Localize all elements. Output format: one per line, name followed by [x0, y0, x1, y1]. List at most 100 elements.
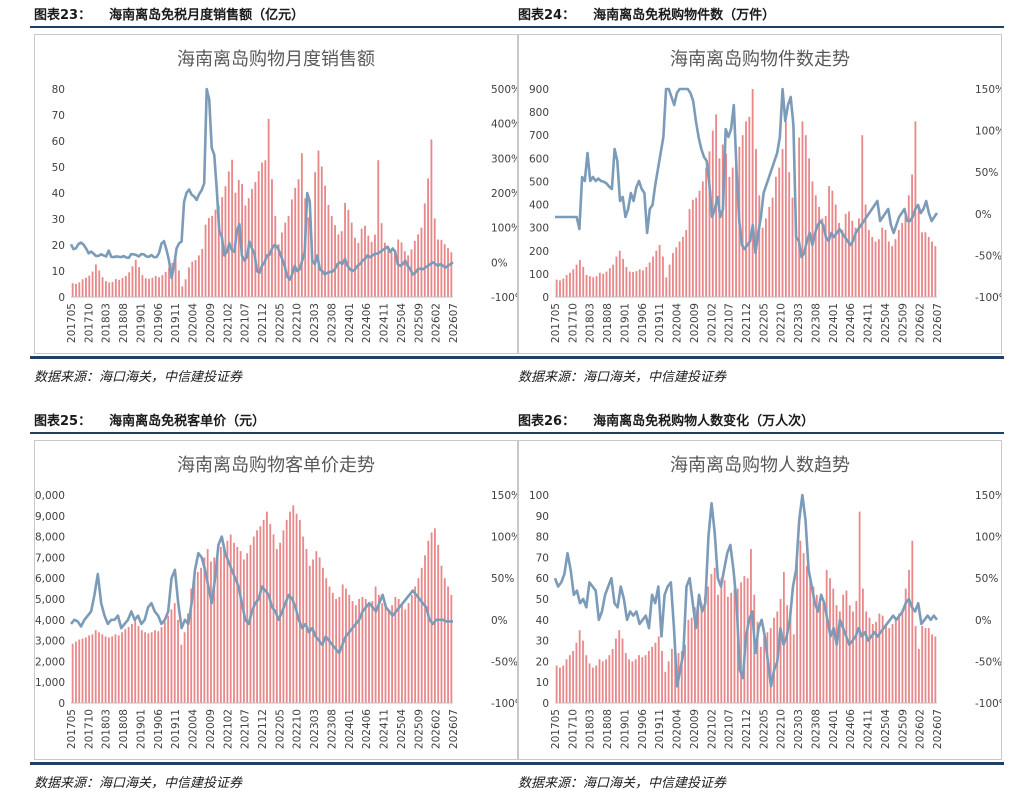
x-tick-label: 202411	[379, 709, 391, 749]
bar	[697, 603, 700, 703]
bar	[450, 252, 453, 297]
bar	[383, 242, 386, 297]
y-tick-label: 100	[529, 269, 549, 281]
bar	[121, 632, 123, 703]
bar	[743, 576, 746, 703]
bar	[595, 665, 598, 703]
bar	[835, 605, 838, 703]
bar	[921, 626, 924, 703]
bar	[134, 619, 137, 703]
bar	[131, 266, 134, 297]
x-tick-label: 202205	[274, 709, 286, 749]
bar	[789, 617, 792, 703]
bar	[831, 190, 834, 297]
bar	[140, 630, 143, 703]
bar	[170, 609, 173, 703]
bar	[662, 256, 664, 297]
bar	[173, 603, 176, 703]
bar	[588, 276, 591, 297]
bar	[687, 619, 690, 703]
footer-rule	[30, 762, 520, 765]
bar	[931, 241, 933, 297]
bar	[934, 246, 937, 297]
bar	[804, 135, 807, 297]
bar	[861, 135, 864, 297]
x-tick-label: 202205	[274, 303, 286, 343]
bar	[778, 167, 781, 297]
bar	[907, 195, 910, 297]
y-tick-label: 3,000	[35, 636, 65, 648]
x-tick-label: 202504	[880, 709, 892, 749]
bar	[430, 532, 433, 703]
figure-panel-26: 图表26： 海南离岛免税购物人数变化（万人次） 海南离岛购物人数趋势 0 10 20 30…	[514, 406, 1004, 798]
bar	[226, 540, 229, 703]
bar	[216, 551, 219, 703]
bar	[901, 223, 904, 297]
bar	[104, 281, 107, 297]
bar	[755, 149, 757, 297]
x-tick-label: 202401	[344, 709, 356, 749]
bar	[347, 209, 350, 297]
x-tick-label: 201710	[567, 709, 579, 749]
bar	[154, 275, 157, 297]
y2-tick-label: 50%	[975, 167, 998, 179]
bar	[447, 586, 449, 703]
bar	[875, 621, 877, 703]
x-tick-label: 202607	[932, 709, 944, 749]
bar	[249, 544, 252, 703]
bar	[894, 239, 897, 297]
bar	[725, 153, 727, 297]
chart-svg: 海南离岛购物客单价走势 0 1,000 2,000 3,000 4,000 5,000 6,0…	[35, 455, 517, 749]
x-tick-label: 201906	[637, 303, 649, 343]
bar	[210, 561, 212, 703]
bar	[756, 621, 759, 703]
y-tick-label: 200	[529, 246, 549, 258]
bar	[611, 648, 614, 703]
bar	[447, 248, 449, 297]
bar	[705, 167, 708, 297]
bar	[207, 217, 210, 297]
x-tick-label: 202102	[222, 709, 234, 749]
bar	[177, 619, 179, 703]
bar	[111, 636, 114, 703]
bar	[315, 551, 318, 703]
bar	[655, 250, 658, 297]
bar	[779, 599, 782, 703]
bar	[147, 633, 150, 703]
x-tick-label: 202602	[431, 303, 443, 343]
bar	[894, 617, 897, 703]
bar	[559, 280, 561, 297]
bar	[794, 225, 797, 297]
y2-tick-label: 300%	[491, 153, 517, 165]
bar	[197, 255, 200, 297]
bar	[320, 166, 323, 297]
bar	[774, 176, 777, 297]
bar	[285, 519, 288, 703]
bar	[608, 655, 611, 703]
bar	[695, 197, 698, 297]
chart-area: 海南离岛购物月度销售额 0 10 20 30 40 50 60 70 80 -100% 0% 100% 2…	[34, 34, 518, 354]
x-tick-label: 201906	[637, 709, 649, 749]
bar	[908, 569, 910, 703]
bar	[588, 663, 591, 703]
bar	[931, 634, 933, 703]
x-tick-label: 202406	[845, 303, 857, 343]
bar	[407, 603, 410, 703]
bar	[201, 248, 204, 297]
y-tick-label: 8,000	[35, 532, 65, 544]
x-tick-label: 201911	[654, 709, 666, 749]
bar	[160, 627, 163, 703]
y-tick-label: 100	[529, 490, 549, 502]
y-tick-label: 30	[536, 636, 549, 648]
x-tick-label: 202406	[361, 709, 373, 749]
bar	[328, 586, 331, 703]
bar	[219, 547, 222, 703]
bar	[884, 229, 887, 297]
growth-line	[69, 87, 454, 281]
bar	[187, 613, 189, 703]
bar	[838, 611, 841, 703]
bar	[300, 153, 303, 297]
bar	[814, 195, 817, 297]
bar	[741, 135, 744, 297]
bar	[838, 223, 840, 297]
